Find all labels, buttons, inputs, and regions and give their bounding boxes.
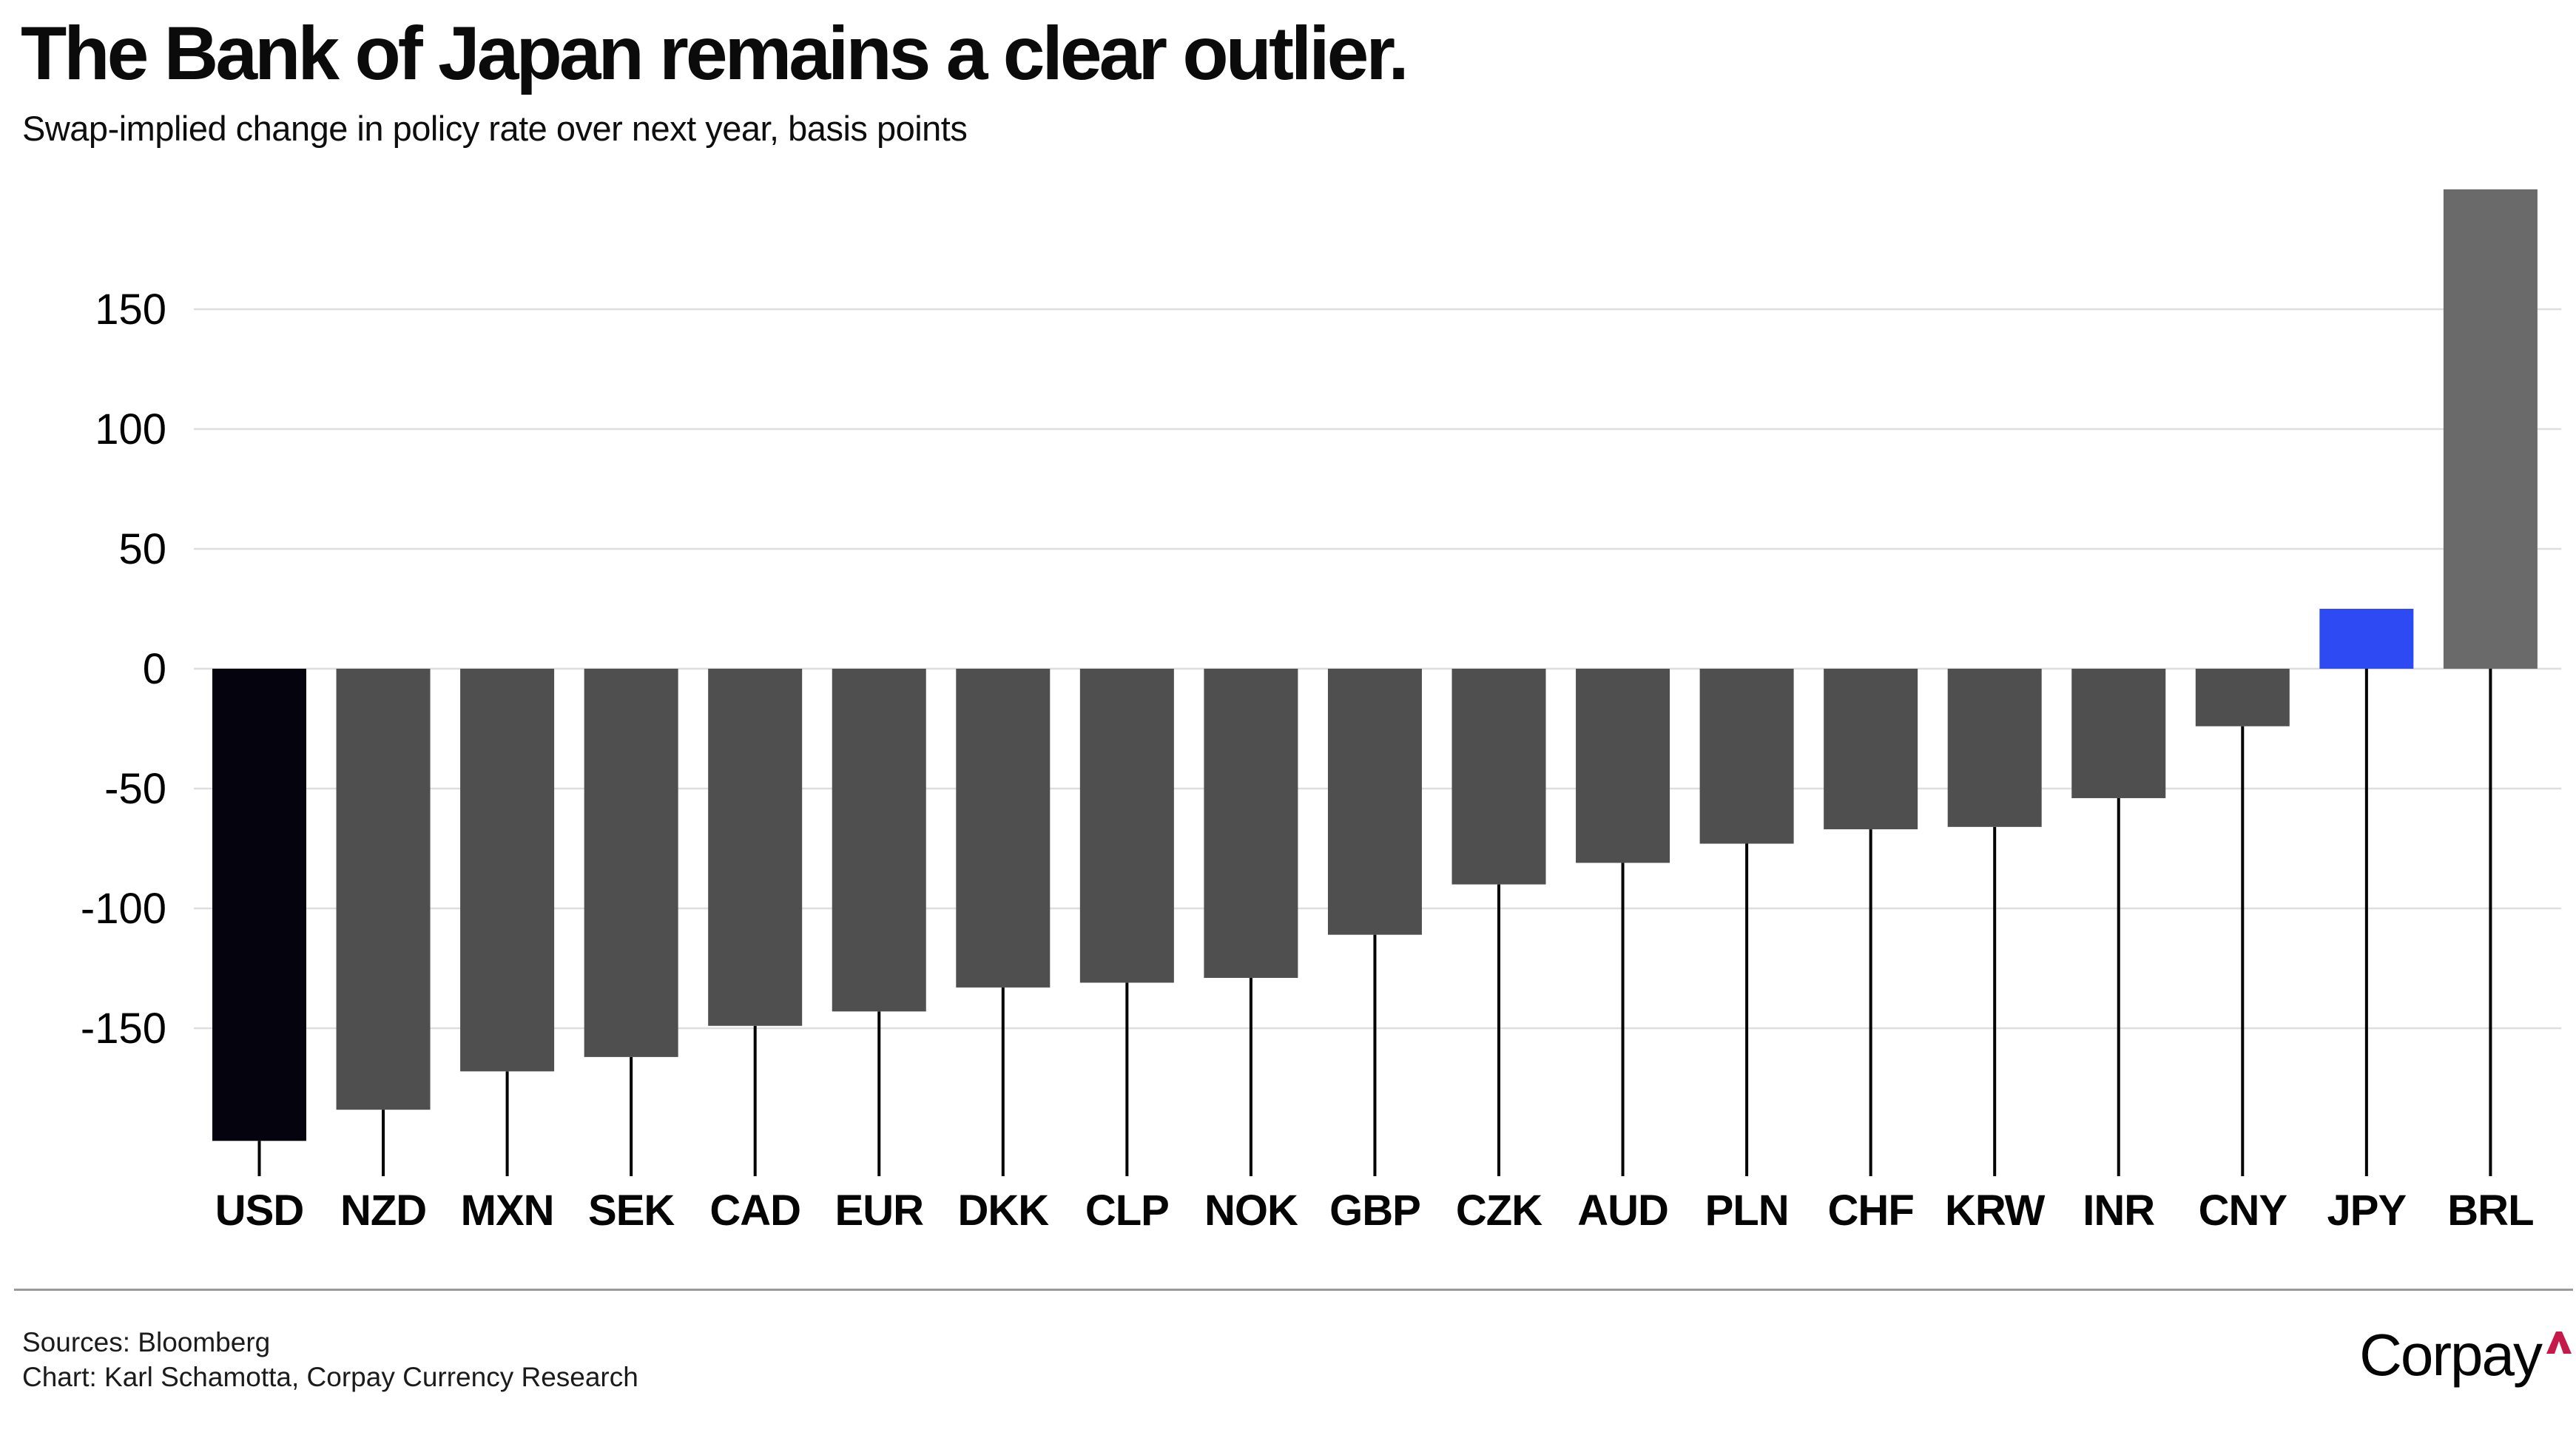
bar-CNY [2195,669,2290,726]
x-label-DKK: DKK [957,1187,1049,1235]
footer-text: Sources: Bloomberg Chart: Karl Schamotta… [22,1325,638,1394]
x-label-CLP: CLP [1085,1187,1169,1235]
bar-NOK [1204,669,1298,978]
bar-BRL [2443,189,2538,669]
x-label-AUD: AUD [1577,1187,1668,1235]
bar-CZK [1451,669,1546,885]
bar-EUR [832,669,926,1012]
x-label-CZK: CZK [1456,1187,1542,1235]
x-label-BRL: BRL [2447,1187,2533,1235]
x-label-USD: USD [215,1187,303,1235]
x-label-MXN: MXN [461,1187,554,1235]
x-label-NZD: NZD [340,1187,426,1235]
bar-USD [212,669,306,1141]
x-label-CNY: CNY [2199,1187,2287,1235]
chart-title: The Bank of Japan remains a clear outlie… [21,11,1409,95]
x-label-JPY: JPY [2327,1187,2407,1235]
bar-GBP [1327,669,1422,935]
bar-DKK [956,669,1051,988]
corpay-caret-icon [2546,1332,2572,1354]
x-label-SEK: SEK [588,1187,675,1235]
corpay-logo: Corpay [2359,1326,2572,1385]
x-label-INR: INR [2083,1187,2154,1235]
y-tick-0: 0 [143,645,166,693]
x-label-GBP: GBP [1329,1187,1420,1235]
footer-credit: Chart: Karl Schamotta, Corpay Currency R… [22,1362,638,1392]
bar-NZD [336,669,431,1110]
bar-KRW [1947,669,2042,827]
y-tick-150: 150 [95,286,166,334]
y-tick-50: 50 [118,525,166,573]
bar-PLN [1699,669,1794,844]
bar-INR [2071,669,2166,798]
chart-subtitle: Swap-implied change in policy rate over … [22,109,968,148]
x-label-CHF: CHF [1828,1187,1914,1235]
bar-CAD [708,669,803,1026]
footer-divider [14,1289,2573,1291]
bar-CHF [1824,669,1918,830]
footer-sources: Sources: Bloomberg [22,1327,271,1357]
y-tick--50: -50 [104,765,166,813]
corpay-logo-text: Corpay [2359,1322,2543,1388]
bar-JPY [2319,609,2414,669]
bar-AUD [1576,669,1670,863]
y-tick--150: -150 [81,1005,166,1053]
bar-CLP [1079,669,1174,983]
x-label-KRW: KRW [1945,1187,2046,1235]
bar-MXN [460,669,555,1072]
x-label-CAD: CAD [709,1187,800,1235]
x-label-PLN: PLN [1705,1187,1789,1235]
x-label-EUR: EUR [835,1187,924,1235]
bar-SEK [584,669,678,1057]
y-tick--100: -100 [81,885,166,933]
y-tick-100: 100 [95,405,166,453]
x-label-NOK: NOK [1204,1187,1298,1235]
